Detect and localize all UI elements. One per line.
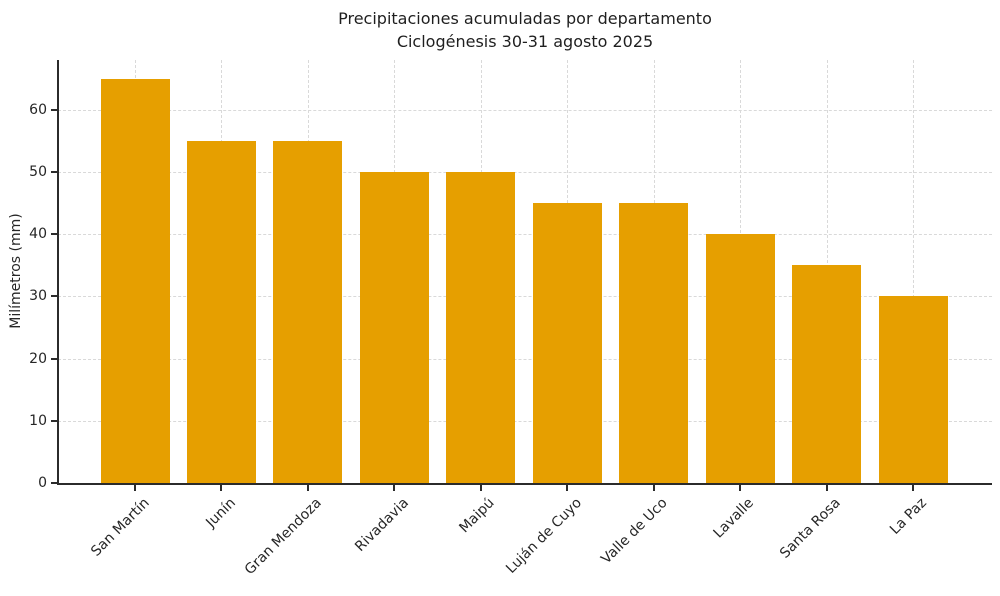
- horizontal-gridline: [58, 296, 992, 298]
- x-tick-label: Santa Rosa: [777, 495, 844, 562]
- y-tick-mark: [51, 233, 57, 236]
- y-tick-label: 20: [29, 350, 47, 367]
- y-tick-label: 30: [29, 288, 47, 305]
- x-tick-label: Lavalle: [711, 495, 758, 542]
- x-tick-mark: [479, 485, 482, 491]
- chart-title: Precipitaciones acumuladas por departame…: [58, 7, 992, 53]
- y-tick-label: 40: [29, 226, 47, 243]
- x-tick-mark: [825, 485, 828, 491]
- y-tick-mark: [51, 170, 57, 173]
- chart-title-line1: Precipitaciones acumuladas por departame…: [338, 9, 712, 28]
- y-tick-label: 50: [29, 163, 47, 180]
- horizontal-gridline: [58, 420, 992, 422]
- bar: [273, 140, 343, 483]
- y-tick-mark: [51, 357, 57, 360]
- x-tick-label: Gran Mendoza: [242, 495, 326, 579]
- chart-title-line2: Ciclogénesis 30-31 agosto 2025: [396, 32, 654, 51]
- bar: [705, 234, 775, 483]
- x-tick-mark: [220, 485, 223, 491]
- x-tick-mark: [134, 485, 136, 491]
- x-tick-label: Maipú: [456, 495, 499, 537]
- horizontal-gridline: [58, 171, 992, 173]
- y-tick-label: 0: [38, 475, 47, 491]
- bar: [878, 296, 948, 483]
- bar: [359, 171, 429, 483]
- x-tick-label: La Paz: [887, 495, 931, 538]
- horizontal-gridline: [58, 234, 992, 236]
- x-tick-label: Rivadavia: [351, 495, 412, 555]
- y-tick-mark: [51, 295, 57, 298]
- bar: [792, 265, 862, 483]
- x-axis-spine: [57, 483, 992, 485]
- bar: [446, 171, 516, 483]
- x-tick-mark: [652, 485, 655, 491]
- x-tick-mark: [912, 485, 914, 491]
- horizontal-gridline: [58, 109, 992, 111]
- x-tick-mark: [739, 485, 742, 491]
- y-axis-spine: [57, 60, 59, 485]
- x-tick-label: San Martín: [87, 495, 153, 560]
- x-tick-mark: [566, 485, 569, 491]
- horizontal-gridline: [58, 358, 992, 360]
- vertical-gridline: [913, 60, 914, 483]
- bar: [186, 140, 256, 483]
- y-tick-mark: [51, 419, 57, 422]
- bar: [100, 78, 170, 483]
- x-tick-mark: [393, 485, 396, 491]
- bar: [619, 203, 689, 483]
- x-tick-label: Luján de Cuyo: [502, 495, 585, 577]
- x-tick-label: Valle de Uco: [598, 495, 671, 568]
- y-tick-label: 60: [29, 101, 47, 118]
- x-tick-label: Junín: [202, 495, 239, 531]
- bar: [532, 203, 602, 483]
- y-tick-mark: [51, 108, 57, 111]
- y-tick-label: 10: [29, 412, 47, 429]
- x-tick-mark: [306, 485, 309, 491]
- y-tick-mark: [51, 482, 57, 484]
